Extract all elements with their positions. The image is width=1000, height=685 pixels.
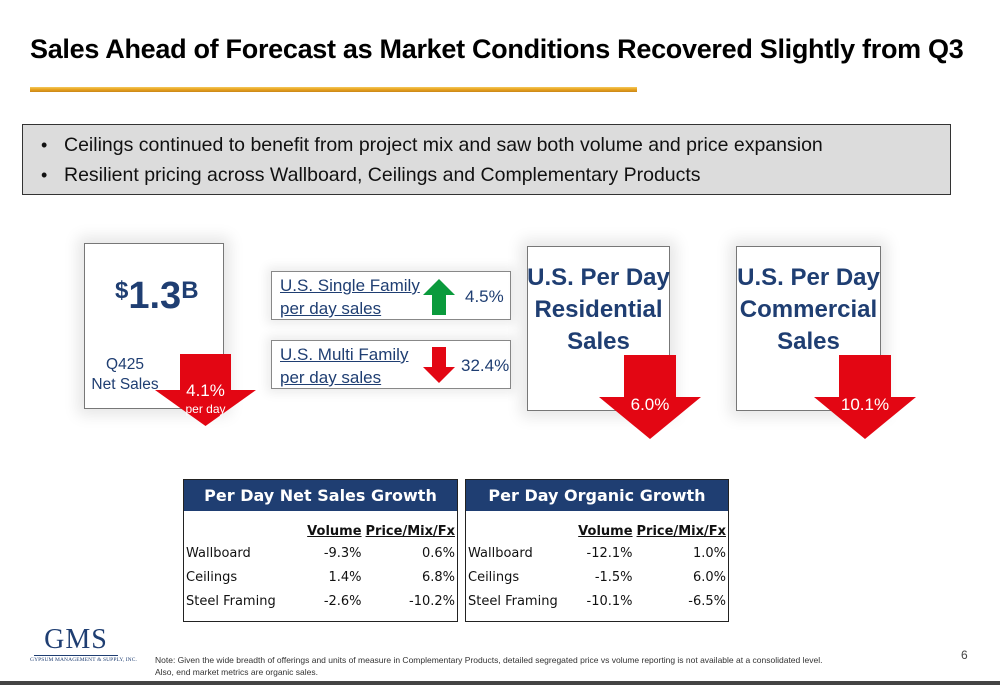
slide-title: Sales Ahead of Forecast as Market Condit… [30,34,964,64]
footnote: Note: Given the wide breadth of offering… [155,655,823,677]
multi-family-card: U.S. Multi Family per day sales 32.4% [271,340,511,389]
single-family-value: 4.5% [465,287,504,306]
multi-family-label-line2: per day sales [280,368,382,387]
residential-change: 6.0% [630,395,670,414]
up-arrow-icon [423,279,455,315]
residential-title: U.S. Per Day Residential Sales [527,264,670,355]
volume-column-header: Volume [578,524,633,539]
net-sales-label: Q425 Net Sales [91,356,159,393]
title-underline [30,87,637,92]
table-row: Ceilings -1.5% 6.0% [468,569,726,585]
residential-down-arrow-icon [599,355,701,439]
table-header-row: Volume Price/Mix/Fx [184,511,457,541]
table-row: Wallboard -12.1% 1.0% [468,545,726,561]
single-family-label-line1: U.S. Single Family [280,276,420,295]
single-family-label-line2: per day sales [280,299,382,318]
bullet-item: Ceilings continued to benefit from proje… [23,130,950,160]
commercial-title: U.S. Per Day Commercial Sales [737,264,880,355]
net-sales-change: 4.1% [186,381,225,400]
commercial-change: 10.1% [840,395,890,414]
commercial-down-arrow-icon [814,355,916,439]
multi-family-label-line1: U.S. Multi Family [280,345,409,364]
single-family-card: U.S. Single Family per day sales 4.5% [271,271,511,320]
net-sales-growth-title: Per Day Net Sales Growth [184,480,457,511]
price-column-header: Price/Mix/Fx [365,524,455,539]
table-row: Steel Framing -10.1% -6.5% [468,593,726,609]
table-row: Wallboard -9.3% 0.6% [186,545,455,561]
down-arrow-icon [423,347,455,383]
bottom-bar [0,681,1000,685]
net-sales-change-sub: per day [185,402,226,416]
gms-logo: GMS GYPSUM MANAGEMENT & SUPPLY, INC. [30,624,137,664]
volume-column-header: Volume [307,524,362,539]
table-row: Steel Framing -2.6% -10.2% [186,593,455,609]
price-column-header: Price/Mix/Fx [636,524,726,539]
net-sales-growth-table: Per Day Net Sales Growth Volume Price/Mi… [183,479,458,622]
net-sales-value: $1.3B [115,275,199,317]
organic-growth-title: Per Day Organic Growth [466,480,728,511]
net-sales-down-arrow-icon [155,354,256,426]
page-number: 6 [961,648,968,662]
organic-growth-table: Per Day Organic Growth Volume Price/Mix/… [465,479,729,622]
table-row: Ceilings 1.4% 6.8% [186,569,455,585]
bullet-item: Resilient pricing across Wallboard, Ceil… [23,160,950,190]
table-header-row: Volume Price/Mix/Fx [466,511,728,541]
multi-family-value: 32.4% [461,356,510,375]
bullet-box: Ceilings continued to benefit from proje… [22,124,951,195]
